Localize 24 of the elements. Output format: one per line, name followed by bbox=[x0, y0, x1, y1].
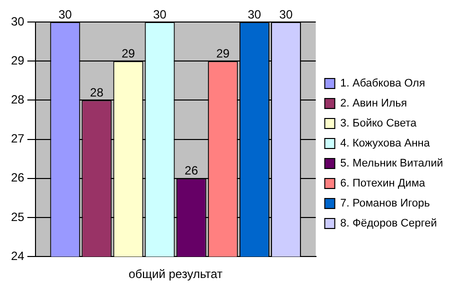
legend-label: 8. Фёдоров Сергей bbox=[340, 218, 437, 230]
legend-label: 6. Потехин Дима bbox=[340, 178, 426, 190]
legend-label: 2. Авин Илья bbox=[340, 98, 408, 110]
legend-label: 3. Бойко Света bbox=[340, 118, 418, 130]
legend-label: 4. Кожухова Анна bbox=[340, 138, 431, 150]
data-label: 26 bbox=[184, 164, 198, 178]
data-label: 30 bbox=[279, 7, 293, 22]
legend-label: 7. Романов Игорь bbox=[340, 198, 430, 210]
y-tick-label: 29 bbox=[10, 53, 25, 68]
y-tick-label: 30 bbox=[10, 14, 25, 28]
y-tick-label: 25 bbox=[10, 210, 25, 224]
x-tick-label: общий результат bbox=[128, 267, 224, 282]
data-label: 29 bbox=[216, 46, 230, 60]
y-tick-label: 26 bbox=[10, 170, 25, 185]
data-label: 28 bbox=[90, 86, 104, 100]
data-label: 30 bbox=[153, 7, 167, 22]
y-tick-label: 28 bbox=[10, 92, 25, 107]
y-tick-label: 27 bbox=[10, 132, 25, 146]
legend-label: 5. Мельник Виталий bbox=[340, 158, 444, 170]
data-label: 30 bbox=[58, 7, 72, 22]
legend-label: 1. Абабкова Оля bbox=[340, 78, 426, 90]
data-label: 29 bbox=[122, 46, 136, 60]
data-label: 30 bbox=[248, 7, 262, 22]
y-tick-label: 24 bbox=[10, 248, 25, 263]
